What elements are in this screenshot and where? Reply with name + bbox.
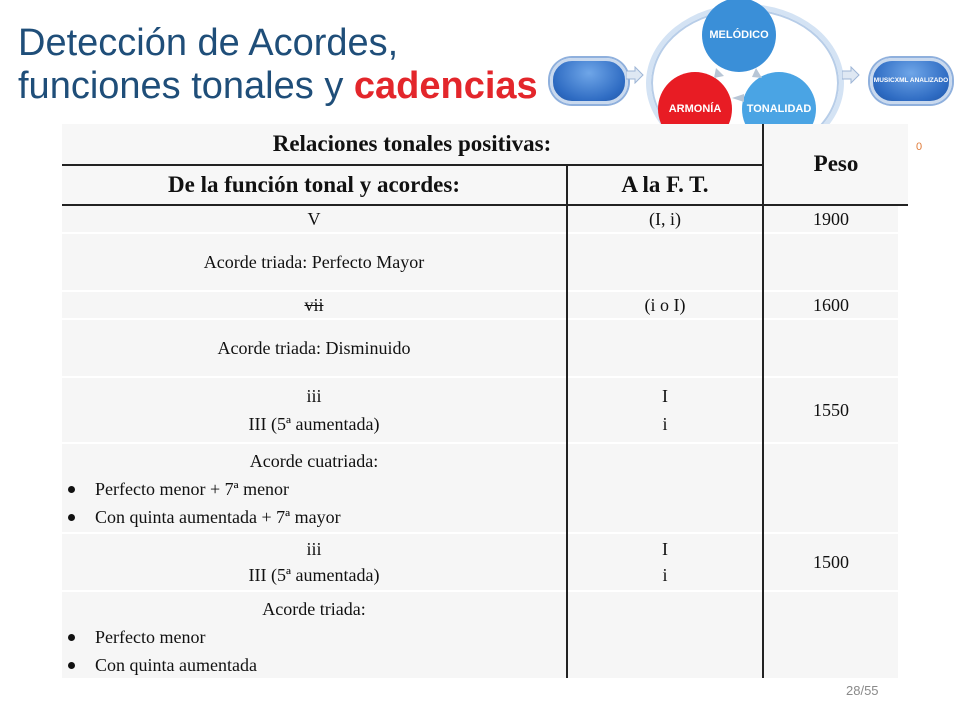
cell-heading: Acorde triada: xyxy=(262,599,366,619)
tonalidad-label: TONALIDAD xyxy=(746,103,812,115)
table-cell: I i xyxy=(568,534,762,590)
header-relaciones: Relaciones tonales positivas: xyxy=(62,124,762,164)
table-cell: Acorde triada: Disminuido xyxy=(62,320,566,376)
table-cell xyxy=(568,592,762,678)
table-cell: Acorde cuatriada: Perfecto menor + 7ª me… xyxy=(62,444,566,532)
stray-mark: 0 xyxy=(916,141,923,153)
header-ft: A la F. T. xyxy=(568,166,762,204)
row-divider xyxy=(62,204,908,206)
bullet-icon xyxy=(68,633,75,641)
column-divider xyxy=(762,124,764,678)
table-cell: 1900 xyxy=(764,206,898,232)
table-cell: I i xyxy=(568,378,762,442)
melodico-label: MELÓDICO xyxy=(709,29,769,41)
bullet-text: Con quinta aumentada + 7ª mayor xyxy=(95,507,341,527)
arrow-to-cycle-icon xyxy=(626,66,644,84)
table-cell: (i o I) xyxy=(568,292,762,318)
bullet-text: Con quinta aumentada xyxy=(95,655,257,675)
cell-line: I xyxy=(662,386,668,406)
bullet-item: Perfecto menor + 7ª menor xyxy=(62,478,289,500)
bullet-item: Perfecto menor xyxy=(62,626,205,648)
cell-line: I xyxy=(662,539,668,559)
title-line-2-plain: funciones tonales y xyxy=(18,65,354,107)
bullet-icon xyxy=(68,513,75,521)
table-cell: vii xyxy=(62,292,566,318)
table-cell xyxy=(764,592,898,678)
title-accent-word: cadencias xyxy=(353,65,538,107)
cycle-arrows-icon xyxy=(714,68,762,102)
arrow-to-output-icon xyxy=(842,66,860,84)
table-cell: 1550 xyxy=(764,378,898,442)
table-cell: iii III (5ª aumentada) xyxy=(62,534,566,590)
table-cell: Acorde triada: Perfecto Mayor xyxy=(62,234,566,290)
bullet-text: Perfecto menor + 7ª menor xyxy=(95,479,290,499)
column-divider xyxy=(566,166,568,678)
input-pill xyxy=(550,58,628,104)
armonia-label: ARMONÍA xyxy=(668,103,722,115)
cell-line: iii xyxy=(306,539,322,559)
melodico-node: MELÓDICO xyxy=(702,0,776,72)
cell-heading: Acorde cuatriada: xyxy=(249,451,379,471)
table-cell: (I, i) xyxy=(568,206,762,232)
cell-line: i xyxy=(662,565,668,585)
title-line-1: Detección de Acordes, xyxy=(18,22,399,64)
tonal-relations-table: Relaciones tonales positivas: Peso De la… xyxy=(62,124,908,678)
page-number: 28/55 xyxy=(846,683,879,698)
slide-title: Detección de Acordes, funciones tonales … xyxy=(18,22,538,108)
cell-line: III (5ª aumentada) xyxy=(248,565,380,585)
header-funcion-tonal: De la función tonal y acordes: xyxy=(62,166,566,204)
cell-line: III (5ª aumentada) xyxy=(248,414,380,434)
title-line-2: funciones tonales y cadencias xyxy=(18,65,538,108)
table-cell: Acorde triada: Perfecto menor Con quinta… xyxy=(62,592,566,678)
header-peso: Peso xyxy=(764,124,908,204)
table-cell xyxy=(568,444,762,532)
bullet-icon xyxy=(68,661,75,669)
table-cell xyxy=(568,234,762,290)
bullet-text: Perfecto menor xyxy=(95,627,206,647)
bullet-icon xyxy=(68,485,75,493)
cell-line: i xyxy=(662,414,668,434)
output-pill: MUSICXML ANALIZADO xyxy=(870,58,952,104)
table-cell: iii III (5ª aumentada) xyxy=(62,378,566,442)
cell-line: iii xyxy=(306,386,322,406)
table-cell xyxy=(764,320,898,376)
table-cell xyxy=(764,444,898,532)
table-cell xyxy=(568,320,762,376)
table-cell: V xyxy=(62,206,566,232)
bullet-item: Con quinta aumentada + 7ª mayor xyxy=(62,506,341,528)
table-cell xyxy=(764,234,898,290)
output-pill-label: MUSICXML ANALIZADO xyxy=(873,77,949,84)
table-cell: 1600 xyxy=(764,292,898,318)
bullet-item: Con quinta aumentada xyxy=(62,654,257,676)
row-divider xyxy=(62,164,762,166)
table-cell: 1500 xyxy=(764,534,898,590)
